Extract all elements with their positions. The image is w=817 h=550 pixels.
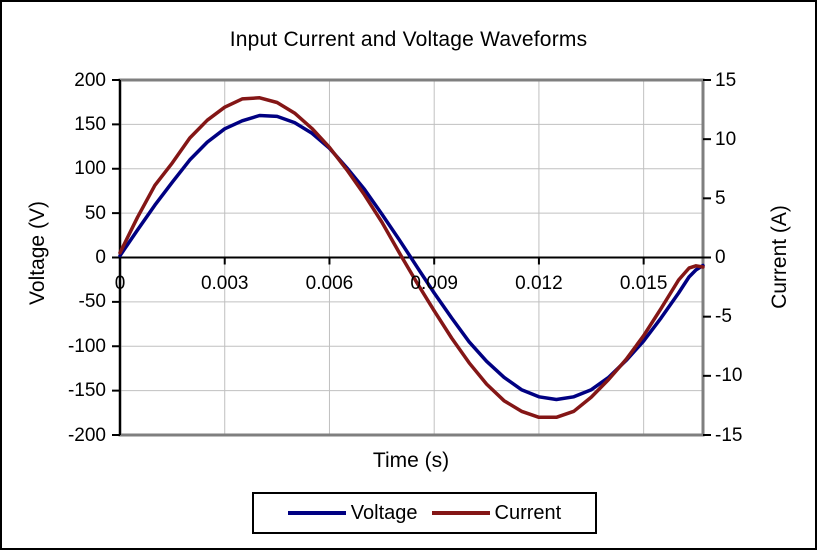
- x-tick-label: 0.003: [200, 273, 249, 294]
- y-right-tick-label: -5: [715, 306, 732, 328]
- y-right-tick-label: 10: [715, 128, 737, 150]
- y-left-tick-label: -50: [78, 291, 106, 313]
- legend: Voltage Current: [252, 492, 597, 534]
- legend-label-voltage: Voltage: [350, 501, 418, 524]
- legend-label-current: Current: [494, 501, 562, 524]
- y-right-tick-label: -10: [715, 365, 743, 387]
- y-right-tick-label: 5: [715, 187, 726, 209]
- legend-item-voltage: Voltage: [287, 501, 418, 525]
- y-right-tick-label: 15: [715, 69, 737, 91]
- y-left-tick-label: -200: [67, 424, 106, 446]
- x-tick-label: 0.012: [515, 273, 563, 294]
- x-tick-label: 0.015: [619, 273, 668, 294]
- current-line-swatch: [431, 511, 490, 515]
- x-tick-label: 0: [114, 273, 126, 294]
- y-left-tick-label: 50: [84, 202, 106, 224]
- y-left-tick-label: 200: [74, 69, 106, 91]
- voltage-line-swatch: [287, 511, 346, 515]
- x-tick-label: 0.006: [305, 273, 354, 294]
- y-right-tick-label: -15: [715, 424, 743, 446]
- y-axis-right-title: Current (A): [768, 205, 791, 309]
- y-left-tick-label: -100: [67, 335, 106, 357]
- y-axis-left-title: Voltage (V): [26, 201, 49, 305]
- y-left-tick-label: 150: [74, 113, 106, 135]
- y-right-tick-label: 0: [715, 247, 726, 268]
- y-left-tick-label: 0: [95, 247, 106, 268]
- legend-item-current: Current: [431, 501, 562, 525]
- x-tick-label: 0.009: [410, 273, 458, 294]
- y-left-tick-label: -150: [67, 380, 106, 402]
- chart-title: Input Current and Voltage Waveforms: [229, 28, 588, 51]
- x-axis-title: Time (s): [372, 449, 450, 472]
- current-line: [118, 96, 705, 420]
- y-left-tick-label: 100: [74, 158, 106, 180]
